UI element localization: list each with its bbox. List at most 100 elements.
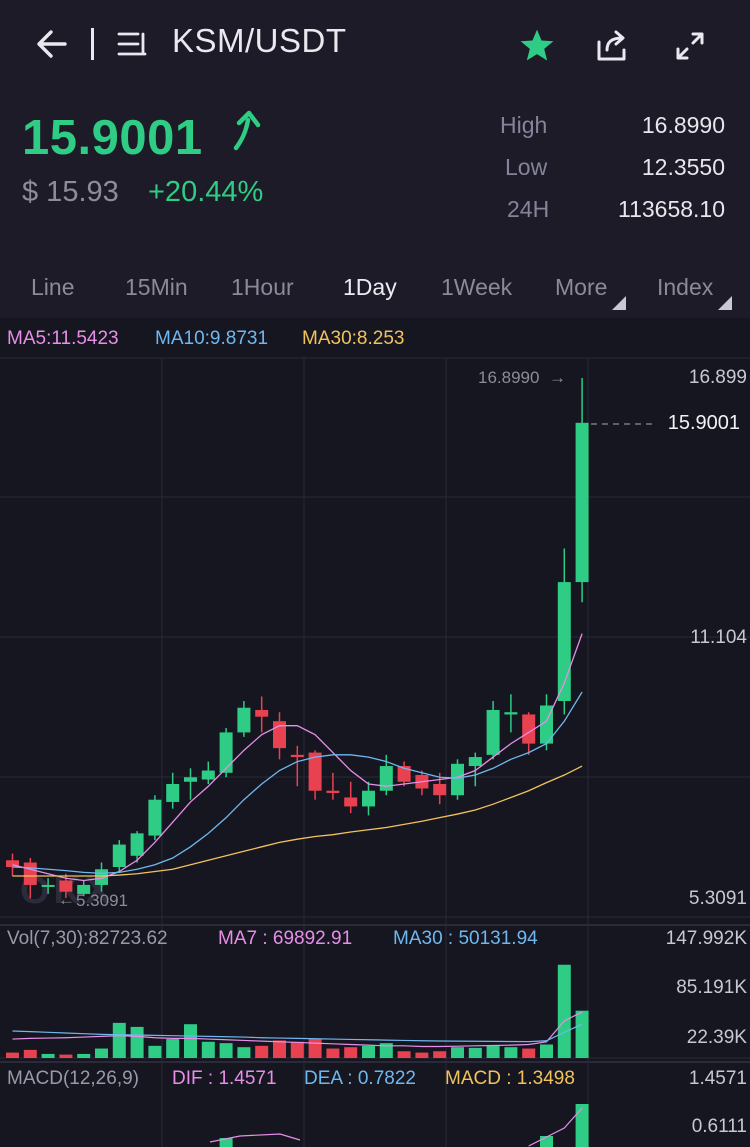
volume-axis-top: 147.992K bbox=[665, 928, 747, 949]
candle-body bbox=[362, 790, 375, 807]
volume-bar bbox=[6, 1052, 19, 1058]
candle-body bbox=[41, 884, 55, 887]
grid-lines bbox=[0, 357, 750, 1147]
candle-body bbox=[166, 783, 180, 802]
tab-index[interactable]: Index bbox=[657, 274, 714, 300]
candle-body bbox=[308, 752, 322, 791]
volume-bar bbox=[451, 1047, 464, 1058]
back-arrow-icon[interactable] bbox=[30, 22, 74, 66]
candlestick-chart[interactable] bbox=[0, 318, 750, 1147]
candle-body bbox=[344, 797, 358, 807]
ma10-line bbox=[12, 691, 583, 874]
volume-bar bbox=[504, 1047, 518, 1058]
ma5-legend: MA5:11.5423 bbox=[7, 328, 119, 349]
price-axis-top: 16.899 bbox=[688, 367, 747, 388]
index-dropdown-icon bbox=[718, 296, 732, 310]
volume-bar bbox=[362, 1045, 375, 1058]
vol_ma30-line bbox=[12, 1023, 583, 1043]
candle-body bbox=[326, 790, 340, 793]
menu-lines-icon[interactable] bbox=[112, 24, 152, 64]
volume-bar bbox=[522, 1048, 536, 1058]
candle-body bbox=[557, 582, 571, 701]
tab-line[interactable]: Line bbox=[31, 274, 75, 300]
candle-body bbox=[397, 766, 411, 782]
interval-tabs: Line 15Min 1Hour 1Day 1Week More Index bbox=[0, 258, 750, 318]
volume-bar bbox=[379, 1043, 393, 1058]
macd-histogram-bar bbox=[575, 1104, 589, 1147]
candle-body bbox=[290, 754, 304, 758]
macd-histogram-bar bbox=[540, 1136, 553, 1147]
volume-ma30-legend: MA30 : 50131.94 bbox=[393, 928, 538, 949]
volume-axis-mid: 85.191K bbox=[676, 977, 747, 998]
macd-dif-line bbox=[209, 1133, 301, 1143]
candle-body bbox=[486, 709, 500, 755]
divider bbox=[91, 28, 94, 60]
volume-bar bbox=[540, 1044, 553, 1058]
volume-bar bbox=[23, 1049, 37, 1058]
volume-24h-label: 24H bbox=[507, 196, 550, 222]
tab-1hour[interactable]: 1Hour bbox=[231, 274, 294, 300]
volume-24h-value: 113658.10 bbox=[617, 196, 725, 222]
vol_ma7-line bbox=[12, 1011, 583, 1048]
candle-body bbox=[184, 777, 197, 782]
macd-dea-legend: DEA : 0.7822 bbox=[304, 1068, 416, 1089]
min-marker-arrow-icon: ← bbox=[58, 890, 75, 909]
volume-bar bbox=[148, 1045, 162, 1058]
share-icon[interactable] bbox=[590, 24, 634, 68]
change-percent: +20.44% bbox=[148, 176, 264, 208]
volume-bar bbox=[219, 1043, 233, 1058]
candle-body bbox=[433, 783, 447, 796]
macd-legend: MACD(12,26,9) bbox=[7, 1068, 139, 1089]
max-marker-arrow-icon: → bbox=[549, 368, 566, 387]
volume-bar bbox=[59, 1054, 73, 1058]
macd-histogram-bar bbox=[219, 1138, 233, 1147]
volume-bar bbox=[397, 1051, 411, 1058]
current-price-label: 15.9001 bbox=[667, 412, 740, 434]
fullscreen-icon[interactable] bbox=[668, 24, 712, 68]
candle-body bbox=[112, 844, 126, 868]
volume-bar bbox=[415, 1052, 429, 1058]
pair-title[interactable]: KSM/USDT bbox=[172, 22, 347, 59]
candle-body bbox=[23, 862, 37, 885]
volume-bar bbox=[344, 1047, 358, 1058]
min-price-marker: 5.3091 bbox=[76, 891, 128, 910]
low-label: Low bbox=[505, 154, 548, 180]
tab-more[interactable]: More bbox=[555, 274, 608, 300]
volume-axis-low: 22.39K bbox=[686, 1027, 747, 1048]
volume-bar bbox=[130, 1026, 144, 1058]
macd-dif-legend: DIF : 1.4571 bbox=[172, 1068, 277, 1089]
tab-15min[interactable]: 15Min bbox=[125, 274, 188, 300]
candle-body bbox=[219, 732, 233, 773]
macd-axis-mid: 0.6111 bbox=[691, 1116, 747, 1137]
volume-bar bbox=[112, 1022, 126, 1058]
ma10-legend: MA10:9.8731 bbox=[155, 328, 269, 349]
candle-body bbox=[255, 709, 269, 717]
volume-bar bbox=[290, 1041, 304, 1058]
star-icon[interactable] bbox=[515, 24, 559, 68]
candle-body bbox=[237, 707, 251, 733]
candle-body bbox=[575, 422, 589, 583]
volume-bar bbox=[41, 1053, 55, 1058]
volume-bar bbox=[326, 1048, 340, 1058]
volume-bar bbox=[308, 1039, 322, 1058]
chart-area[interactable] bbox=[0, 318, 750, 1147]
volume-bar bbox=[184, 1024, 197, 1058]
last-price: 15.9001 bbox=[22, 111, 203, 165]
candle-body bbox=[379, 766, 393, 791]
top-bar: KSM/USDT bbox=[0, 0, 750, 90]
high-value: 16.8990 bbox=[641, 112, 725, 138]
candle-body bbox=[77, 884, 91, 894]
tab-1week[interactable]: 1Week bbox=[441, 274, 513, 300]
candle-body bbox=[451, 763, 464, 796]
volume-bar bbox=[575, 1010, 589, 1058]
volume-bar bbox=[486, 1045, 500, 1058]
volume-bar bbox=[201, 1041, 215, 1058]
volume-bar bbox=[95, 1048, 108, 1058]
candle-body bbox=[522, 714, 536, 744]
volume-legend: Vol(7,30):82723.62 bbox=[7, 928, 168, 949]
candle-body bbox=[6, 860, 19, 868]
candle-body bbox=[59, 880, 73, 892]
tab-1day[interactable]: 1Day bbox=[343, 274, 397, 300]
price-axis-bottom: 5.3091 bbox=[688, 888, 747, 909]
more-dropdown-icon bbox=[612, 296, 626, 310]
